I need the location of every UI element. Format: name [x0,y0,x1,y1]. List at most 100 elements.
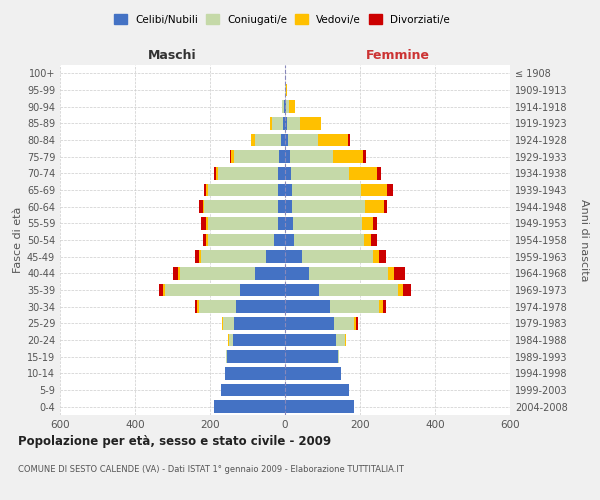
Bar [195,300,197,313]
Y-axis label: Fasce di età: Fasce di età [13,207,23,273]
Bar [394,267,405,280]
Bar [251,134,255,146]
Bar [332,150,362,163]
Bar [272,117,283,130]
Bar [383,200,388,213]
Bar [285,350,337,363]
Bar [205,200,277,213]
Bar [199,300,236,313]
Bar [255,267,285,280]
Bar [295,234,364,246]
Bar [206,217,208,230]
Bar [226,350,227,363]
Bar [335,334,345,346]
Bar [277,200,285,213]
Bar [240,284,285,296]
Bar [255,134,281,146]
Bar [197,300,199,313]
Bar [285,217,293,230]
Bar [277,217,285,230]
Bar [364,234,371,246]
Text: Femmine: Femmine [365,48,430,62]
Bar [230,150,235,163]
Bar [160,284,163,296]
Text: COMUNE DI SESTO CALENDE (VA) - Dati ISTAT 1° gennaio 2009 - Elaborazione TUTTITA: COMUNE DI SESTO CALENDE (VA) - Dati ISTA… [18,465,404,474]
Bar [383,300,386,313]
Bar [319,284,398,296]
Bar [285,384,349,396]
Bar [310,267,388,280]
Bar [285,300,330,313]
Bar [235,150,280,163]
Bar [285,150,290,163]
Bar [337,350,340,363]
Bar [285,400,355,413]
Bar [285,317,334,330]
Bar [203,200,205,213]
Bar [334,317,355,330]
Bar [289,100,295,113]
Bar [292,184,361,196]
Bar [277,167,285,179]
Bar [285,250,302,263]
Bar [371,234,377,246]
Bar [377,167,380,179]
Bar [285,234,295,246]
Bar [206,184,208,196]
Bar [379,250,386,263]
Bar [199,250,200,263]
Bar [199,200,203,213]
Bar [361,184,388,196]
Bar [277,184,285,196]
Bar [208,234,274,246]
Bar [349,167,377,179]
Bar [270,117,272,130]
Bar [283,117,285,130]
Bar [206,234,208,246]
Bar [290,167,349,179]
Bar [266,250,285,263]
Bar [285,334,335,346]
Bar [290,150,332,163]
Bar [379,300,383,313]
Bar [178,267,180,280]
Bar [228,334,229,346]
Bar [293,217,362,230]
Bar [200,250,266,263]
Bar [365,200,383,213]
Bar [163,284,165,296]
Bar [286,84,287,96]
Bar [286,100,289,113]
Bar [205,184,206,196]
Bar [208,217,277,230]
Bar [215,167,218,179]
Bar [281,100,283,113]
Bar [285,167,290,179]
Bar [285,200,292,213]
Bar [285,284,319,296]
Bar [281,134,285,146]
Bar [225,367,285,380]
Bar [284,100,285,113]
Y-axis label: Anni di nascita: Anni di nascita [579,198,589,281]
Bar [285,367,341,380]
Bar [203,234,206,246]
Bar [292,200,365,213]
Bar [300,117,320,130]
Bar [302,250,373,263]
Bar [165,284,240,296]
Bar [274,234,285,246]
Bar [388,267,394,280]
Bar [200,217,206,230]
Bar [287,117,300,130]
Bar [330,300,379,313]
Bar [373,250,379,263]
Bar [236,300,285,313]
Bar [214,400,285,413]
Bar [285,184,292,196]
Bar [362,150,367,163]
Bar [208,184,277,196]
Bar [222,317,223,330]
Bar [285,117,287,130]
Bar [362,217,373,230]
